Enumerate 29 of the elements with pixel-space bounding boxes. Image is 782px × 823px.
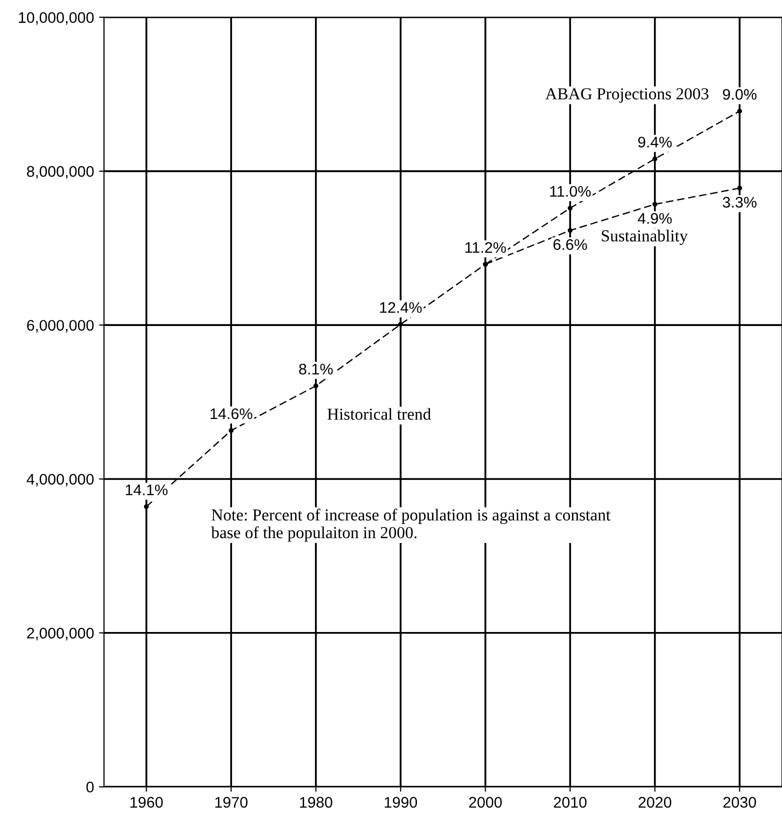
annotation: Note: Percent of increase of population is against a constant base of the populaiton in 2000. [211,508,610,542]
annotation: 9.0% [722,88,756,100]
y-tick-label: 2,000,000 [27,628,94,640]
annotation: 12.4% [380,302,422,313]
y-tick-label: 10,000,000 [18,12,94,25]
x-tick-label: 1980 [300,796,332,808]
x-tick-label: 2020 [638,796,672,808]
series-label: ABAG Projections 2003 [545,88,708,103]
x-tick-label: 2010 [554,796,587,808]
annotation: 11.2% [465,242,506,253]
y-tick-label: 0 [86,782,94,792]
series-label: Historical trend [327,408,431,420]
x-tick-label: 1960 [130,796,163,808]
annotation: 8.1% [299,364,333,375]
annotation: 14.6% [210,408,252,420]
y-tick-label: 8,000,000 [26,166,94,179]
x-tick-label: 2000 [469,796,502,808]
annotation: 11.0% [550,186,591,197]
x-tick-label: 1990 [384,796,418,808]
annotation: 6.6% [553,239,587,250]
annotation: 3.3% [722,196,756,208]
x-tick-label: 2030 [723,796,756,808]
annotation: 14.1% [126,484,168,496]
annotation: 9.4% [638,136,672,148]
y-tick-label: 6,000,000 [27,320,94,333]
y-tick-label: 4,000,000 [26,474,94,486]
series-label: Sustainablity [602,230,688,245]
x-tick-label: 1970 [215,796,248,808]
annotation: 4.9% [638,213,672,224]
